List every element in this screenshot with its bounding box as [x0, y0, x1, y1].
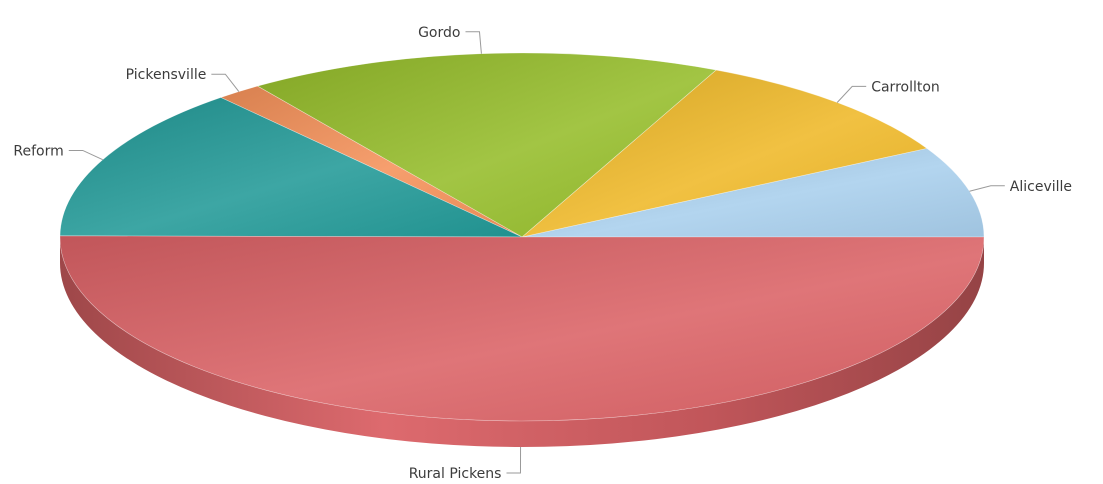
slice-rural-pickens[interactable] — [59, 235, 985, 422]
slice-label-pickensville: Pickensville — [126, 67, 207, 83]
slice-aliceville[interactable] — [521, 148, 985, 238]
slice-label-reform: Reform — [13, 143, 63, 159]
leader-line-reform — [68, 149, 103, 161]
slice-label-aliceville: Aliceville — [1010, 179, 1072, 195]
leader-line-carrollton — [836, 85, 867, 103]
leader-line-aliceville — [969, 185, 1005, 192]
slice-labels: Aliceville Carrollton Gordo Pickensville Ref… — [13, 25, 1072, 482]
leader-line-pickensville — [211, 73, 240, 92]
slice-gordo[interactable] — [256, 52, 717, 238]
pie-slices — [59, 52, 985, 422]
slice-label-rural-pickens: Rural Pickens — [409, 466, 502, 482]
leader-line-gordo — [465, 31, 482, 54]
leader-line-rural-pickens — [506, 446, 522, 474]
slice-reform[interactable] — [59, 97, 523, 238]
slice-label-carrollton: Carrollton — [871, 79, 940, 95]
slice-label-gordo: Gordo — [418, 25, 460, 41]
slice-carrollton[interactable] — [521, 69, 928, 238]
